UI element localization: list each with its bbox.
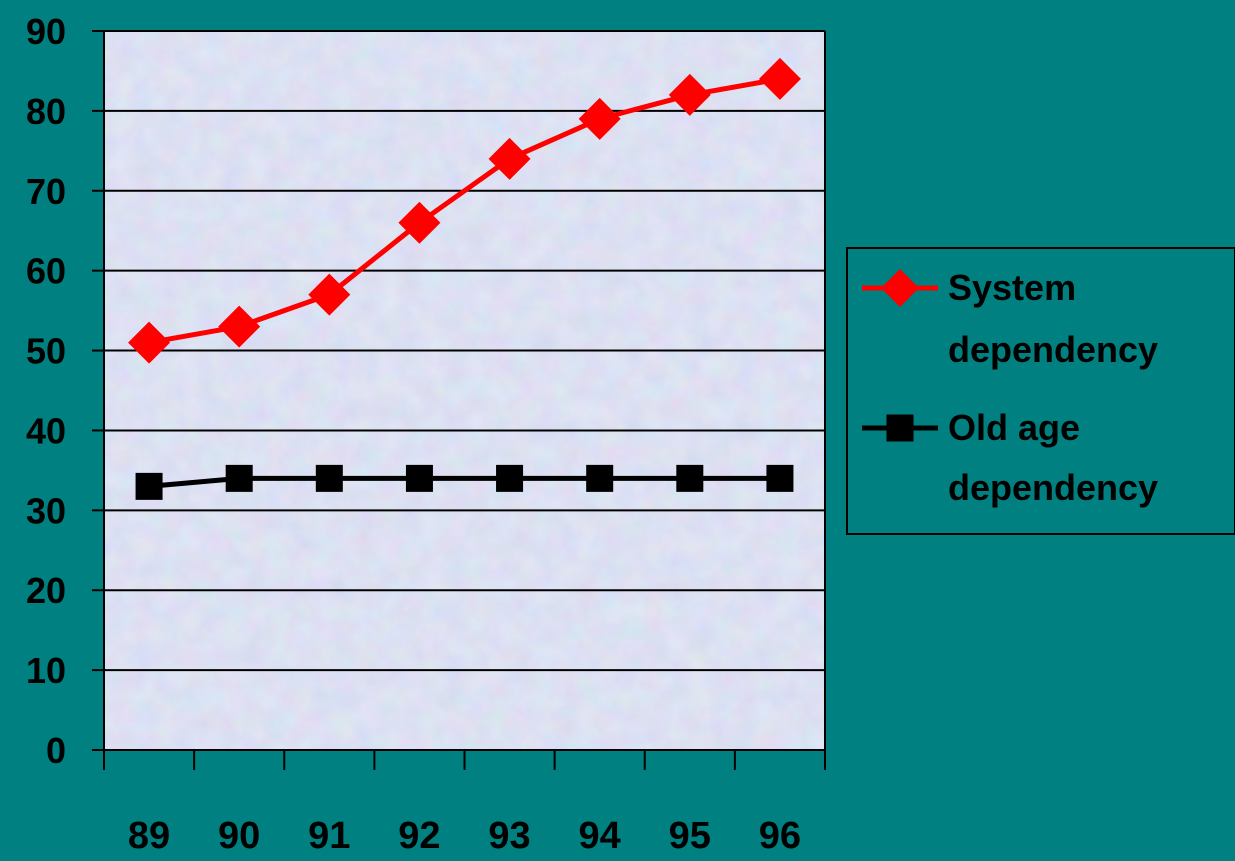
data-point xyxy=(128,321,171,364)
data-point xyxy=(488,137,531,180)
y-tick-labels: 0 10 20 30 40 50 60 70 80 90 xyxy=(26,11,66,771)
y-tick-label: 90 xyxy=(26,11,66,52)
y-tick-label: 80 xyxy=(26,91,66,132)
legend-label-line: Old age xyxy=(948,407,1080,448)
x-tick-label: 89 xyxy=(128,815,170,856)
series-1 xyxy=(135,464,794,500)
legend-label-line: dependency xyxy=(948,467,1158,508)
legend: System dependency Old age dependency xyxy=(846,247,1235,535)
data-point xyxy=(766,464,794,492)
legend-swatch-marker xyxy=(886,414,914,442)
data-point xyxy=(135,472,163,500)
series xyxy=(128,57,801,500)
data-point xyxy=(405,464,433,492)
y-tick-label: 70 xyxy=(26,171,66,212)
x-tick-label: 92 xyxy=(398,815,440,856)
legend-label-line: System xyxy=(948,267,1076,308)
legend-item-0: System dependency xyxy=(862,267,1158,370)
legend-swatch-marker xyxy=(881,269,919,307)
y-tick-label: 60 xyxy=(26,251,66,292)
y-tick-label: 10 xyxy=(26,650,66,691)
series-line-1 xyxy=(148,475,780,489)
x-tick-label: 91 xyxy=(308,815,350,856)
data-point xyxy=(315,464,343,492)
y-tick-label: 0 xyxy=(46,730,66,771)
data-point xyxy=(308,273,351,316)
x-tick-label: 95 xyxy=(669,815,711,856)
legend-item-1: Old age dependency xyxy=(862,407,1158,508)
gridlines xyxy=(104,30,825,751)
y-tick-label: 30 xyxy=(26,490,66,531)
plot-area xyxy=(104,31,825,750)
data-point xyxy=(758,57,801,100)
legend-label-line: dependency xyxy=(948,329,1158,370)
y-tick-label: 50 xyxy=(26,331,66,372)
x-tick-label: 96 xyxy=(759,815,801,856)
legend-box xyxy=(846,247,1235,535)
x-tick-label: 90 xyxy=(218,815,260,856)
data-point xyxy=(218,305,261,348)
data-point xyxy=(668,73,711,116)
x-tick-label: 93 xyxy=(488,815,530,856)
data-point xyxy=(676,464,704,492)
series-0 xyxy=(128,57,801,364)
data-point xyxy=(578,97,621,140)
axes xyxy=(92,30,826,770)
x-tick-labels: 89 90 91 92 93 94 95 96 xyxy=(128,815,801,857)
data-point xyxy=(225,464,253,492)
data-point xyxy=(586,464,614,492)
y-tick-label: 40 xyxy=(26,410,66,451)
data-point xyxy=(398,201,441,244)
x-tick-label: 94 xyxy=(579,815,621,856)
y-tick-label: 20 xyxy=(26,570,66,611)
plot-texture xyxy=(104,31,825,750)
data-point xyxy=(496,464,524,492)
